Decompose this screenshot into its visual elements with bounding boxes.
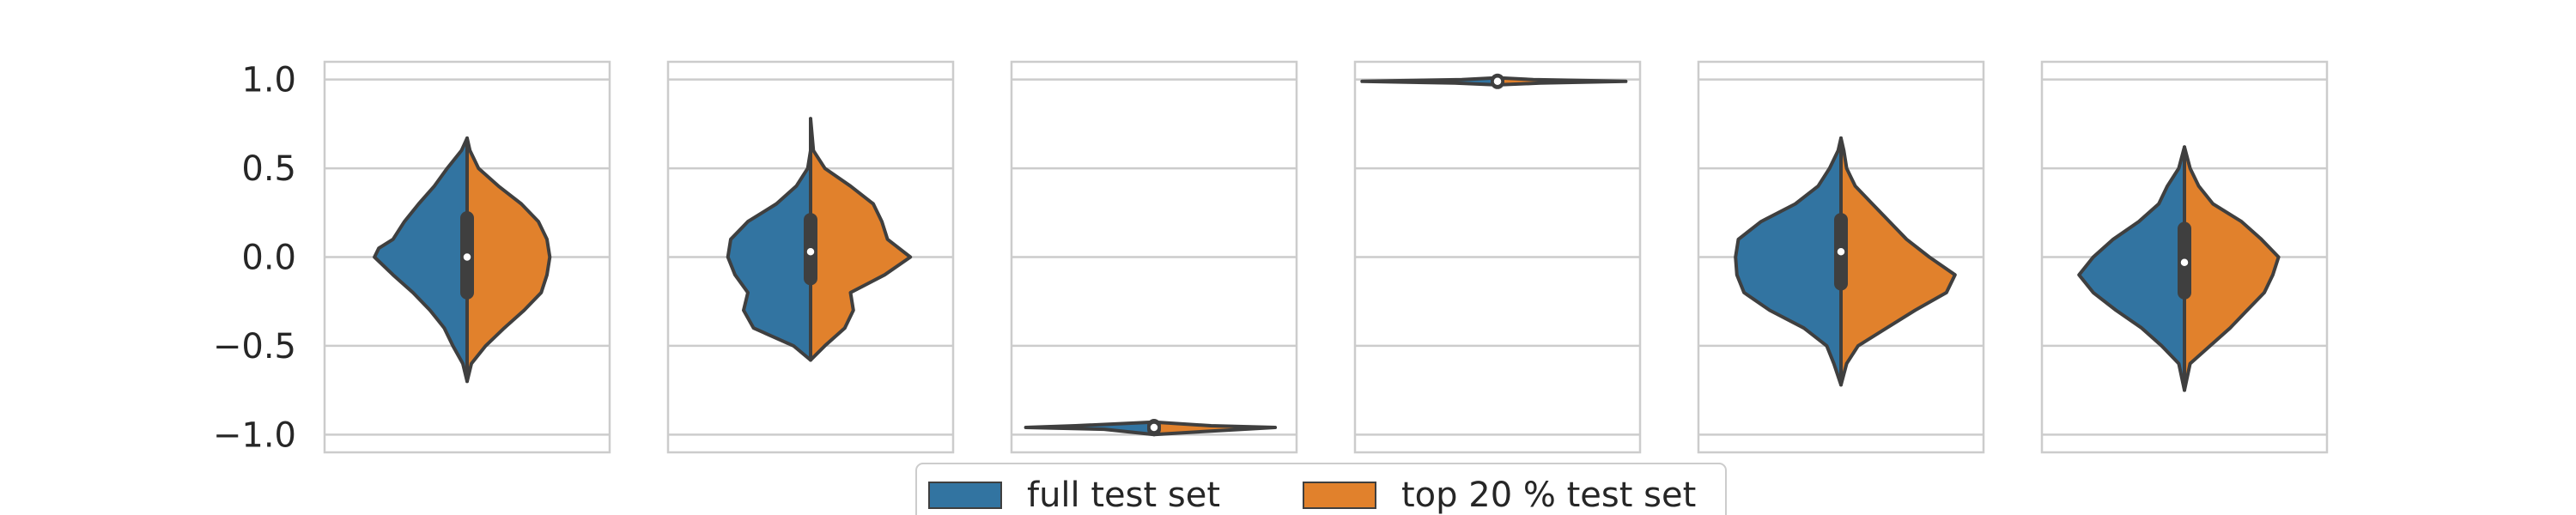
legend: full test set top 20 % test set [915, 463, 1727, 515]
violin-panel-3 [1010, 60, 1298, 454]
violin-half-top-20-test-set [1839, 136, 1957, 387]
legend-swatch-top-20-test-set [1303, 482, 1376, 509]
median-point [462, 251, 472, 263]
violin-panel-6 [2040, 60, 2329, 454]
y-axis-ticks: 1.0 0.5 0.0 −0.5 −1.0 [213, 61, 296, 456]
y-tick-label: 1.0 [241, 61, 296, 100]
legend-label-full-test-set: full test set [1027, 476, 1220, 515]
violin-half-full-test-set [1734, 136, 1843, 387]
legend-label-top-20-test-set: top 20 % test set [1401, 476, 1696, 515]
violin-panel-4 [1353, 60, 1642, 454]
violin-half-top-20-test-set [2183, 145, 2281, 392]
violin-panel-2 [666, 60, 955, 454]
y-tick-label: −0.5 [213, 327, 296, 367]
violin-panels [323, 60, 2329, 454]
violin-panel-5 [1697, 60, 1985, 454]
violin-half-full-test-set [373, 136, 469, 384]
y-tick-label: −1.0 [213, 415, 296, 455]
violin-half-top-20-test-set [465, 136, 552, 384]
y-tick-label: 0.5 [241, 149, 296, 189]
median-point [1836, 246, 1846, 258]
violin-panel-1 [323, 60, 611, 454]
legend-swatch-full-test-set [928, 482, 1002, 509]
y-tick-label: 0.0 [241, 239, 296, 278]
median-point [805, 246, 816, 258]
violin-half-full-test-set [2077, 145, 2186, 392]
median-point [1149, 422, 1159, 433]
violin-half-top-20-test-set [809, 117, 913, 362]
median-point [1492, 76, 1503, 87]
median-point [2179, 257, 2190, 268]
